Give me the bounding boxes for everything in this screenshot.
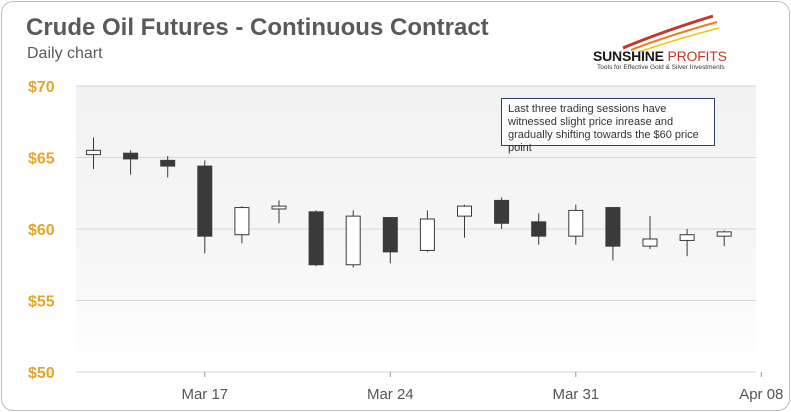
candle [457, 204, 472, 238]
candle-body-up [234, 207, 250, 236]
y-axis-ticks: $70 $65 $60 $55 $50 [28, 79, 55, 382]
candle [568, 204, 584, 245]
x-tick-label: Mar 24 [367, 386, 414, 403]
candle [419, 210, 435, 252]
candle [605, 207, 621, 261]
logo-wordmark: SUNSHINE PROFITS [593, 48, 727, 64]
candle [716, 230, 732, 247]
candle [86, 137, 101, 169]
logo-brand-main: SUNSHINE [593, 48, 664, 64]
logo-tagline: Tools for Effective Gold & Silver Invest… [597, 64, 725, 71]
y-tick-label: $70 [28, 79, 55, 96]
candle [271, 200, 287, 224]
candle-body-down [197, 165, 213, 237]
candle [123, 150, 139, 175]
chart-subtitle: Daily chart [27, 45, 103, 62]
y-tick-label: $60 [28, 222, 55, 239]
y-tick-label: $55 [28, 294, 55, 311]
candle-body-up [345, 215, 361, 266]
candle-body-down [494, 199, 510, 224]
candle-body-up [568, 209, 584, 237]
candle-body-down [308, 211, 324, 266]
candle-body-down [531, 221, 547, 237]
y-tick-label: $50 [28, 365, 55, 382]
candle [642, 216, 658, 250]
candle-body-up [679, 234, 695, 241]
x-axis-ticks: Mar 17 Mar 24 Mar 31 Apr 08 [181, 372, 783, 403]
candle [234, 206, 250, 244]
candle [345, 210, 361, 268]
logo-brand-accent: PROFITS [667, 48, 727, 64]
candle [531, 213, 547, 245]
candle [160, 156, 176, 178]
candle-body-down [160, 159, 176, 167]
candle-body-up [86, 149, 101, 156]
chart-title: Crude Oil Futures - Continuous Contract [26, 14, 489, 41]
chart-annotation: Last three trading sessions have witness… [501, 98, 715, 154]
sunshine-profits-logo: SUNSHINE PROFITS Tools for Effective Gol… [591, 12, 761, 72]
candle-body-down [605, 207, 621, 247]
candle-body-up [716, 231, 732, 237]
grid-lines [76, 85, 756, 373]
candle-body-up [271, 205, 287, 210]
candle-body-up [419, 218, 435, 251]
x-tick-label: Mar 31 [552, 386, 599, 403]
candle [679, 229, 695, 257]
candle-body-up [457, 205, 472, 217]
x-tick-label: Mar 17 [181, 386, 228, 403]
candle-body-down [382, 217, 398, 253]
y-tick-label: $65 [28, 151, 55, 168]
candle [494, 197, 510, 229]
candle [382, 217, 398, 264]
candles [86, 137, 732, 268]
logo-swoosh-icon [622, 14, 720, 52]
candle [308, 210, 324, 267]
candle [197, 160, 213, 254]
candle-body-up [642, 238, 658, 247]
x-tick-label: Apr 08 [739, 386, 783, 403]
candle-body-down [123, 152, 139, 160]
